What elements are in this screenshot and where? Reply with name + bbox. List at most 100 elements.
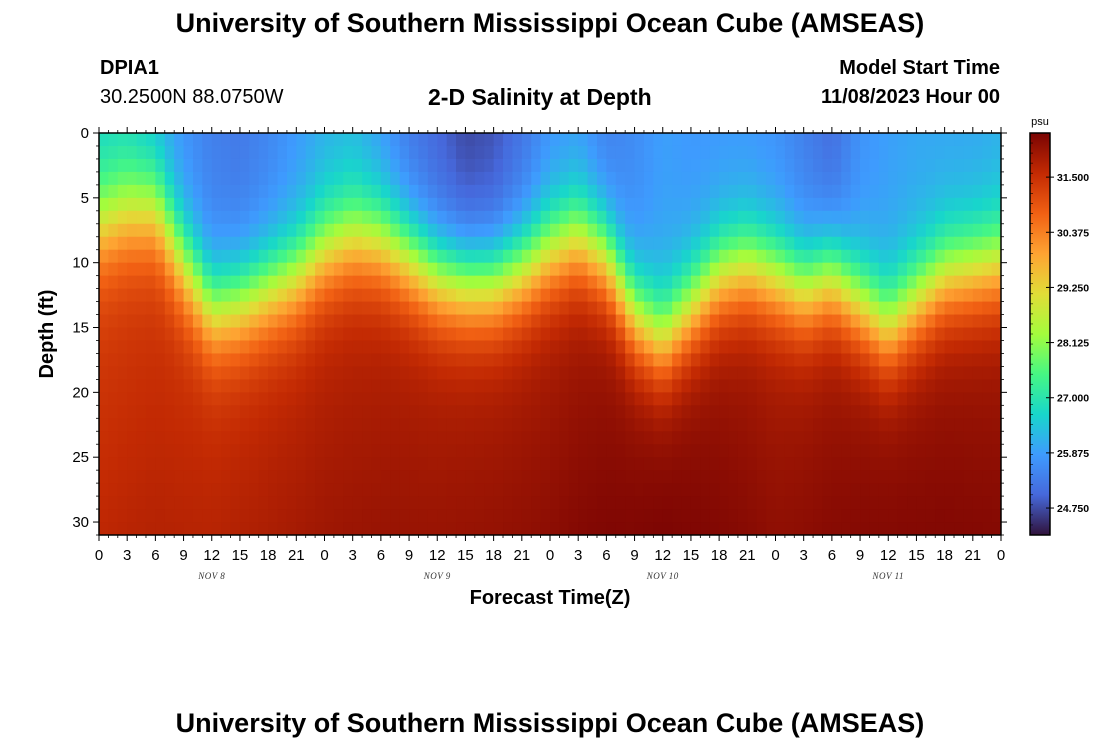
heatmap-cell <box>944 353 955 368</box>
heatmap-cell <box>305 158 316 173</box>
heatmap-cell <box>183 470 194 484</box>
heatmap-cell <box>531 288 542 303</box>
heatmap-cell <box>775 197 786 212</box>
heatmap-cell <box>850 392 861 406</box>
heatmap-cell <box>606 314 617 329</box>
heatmap-cell <box>850 301 861 316</box>
heatmap-cell <box>192 262 203 277</box>
heatmap-cell <box>878 496 889 510</box>
heatmap-cell <box>164 327 175 342</box>
heatmap-cell <box>681 405 692 419</box>
heatmap-cell <box>794 353 805 368</box>
heatmap-cell <box>230 301 241 316</box>
heatmap-cell <box>343 236 354 251</box>
heatmap-cell <box>747 327 758 342</box>
heatmap-cell <box>474 301 485 316</box>
heatmap-cell <box>174 301 185 316</box>
heatmap-cell <box>409 249 420 264</box>
heatmap-cell <box>888 431 899 445</box>
heatmap-cell <box>878 184 889 199</box>
heatmap-cell <box>587 236 598 251</box>
heatmap-cell <box>653 184 664 199</box>
heatmap-cell <box>315 522 326 535</box>
heatmap-cell <box>315 210 326 225</box>
heatmap-cell <box>531 496 542 510</box>
heatmap-cell <box>437 275 448 290</box>
heatmap-cell <box>813 366 824 380</box>
heatmap-cell <box>258 457 269 471</box>
heatmap-cell <box>615 184 626 199</box>
heatmap-cell <box>766 249 777 264</box>
heatmap-cell <box>531 236 542 251</box>
heatmap-cell <box>192 405 203 419</box>
heatmap-cell <box>944 405 955 419</box>
heatmap-cell <box>390 379 401 393</box>
heatmap-cell <box>456 405 467 419</box>
heatmap-cell <box>700 353 711 368</box>
heatmap-cell <box>258 392 269 406</box>
heatmap-cell <box>503 275 514 290</box>
heatmap-cell <box>427 418 438 432</box>
heatmap-cell <box>164 444 175 458</box>
heatmap-cell <box>982 288 993 303</box>
heatmap-cell <box>944 483 955 497</box>
heatmap-cell <box>202 314 213 329</box>
heatmap-cell <box>427 366 438 380</box>
heatmap-cell <box>925 275 936 290</box>
heatmap-cell <box>822 262 833 277</box>
heatmap-cell <box>211 496 222 510</box>
heatmap-cell <box>634 392 645 406</box>
heatmap-cell <box>822 470 833 484</box>
heatmap-cell <box>634 340 645 355</box>
heatmap-cell <box>155 405 166 419</box>
heatmap-cell <box>380 210 391 225</box>
heatmap-cell <box>286 405 297 419</box>
heatmap-cell <box>822 184 833 199</box>
heatmap-cell <box>324 457 335 471</box>
heatmap-cell <box>690 405 701 419</box>
heatmap-cell <box>982 262 993 277</box>
heatmap-cell <box>803 288 814 303</box>
heatmap-cell <box>747 171 758 186</box>
heatmap-cell <box>907 197 918 212</box>
heatmap-cell <box>117 197 128 212</box>
heatmap-cell <box>343 483 354 497</box>
heatmap-cell <box>512 340 523 355</box>
heatmap-cell <box>474 327 485 342</box>
heatmap-cell <box>352 133 363 147</box>
heatmap-cell <box>531 379 542 393</box>
heatmap-cell <box>418 184 429 199</box>
heatmap-cell <box>954 470 965 484</box>
heatmap-cell <box>521 249 532 264</box>
heatmap-cell <box>672 457 683 471</box>
heatmap-cell <box>935 275 946 290</box>
heatmap-cell <box>174 197 185 212</box>
heatmap-cell <box>380 470 391 484</box>
heatmap-cell <box>822 353 833 368</box>
heatmap-cell <box>512 184 523 199</box>
heatmap-cell <box>869 496 880 510</box>
heatmap-cell <box>99 314 109 329</box>
heatmap-cell <box>465 496 476 510</box>
heatmap-cell <box>465 236 476 251</box>
heatmap-cell <box>211 470 222 484</box>
heatmap-cell <box>878 288 889 303</box>
heatmap-cell <box>606 340 617 355</box>
heatmap-cell <box>690 340 701 355</box>
heatmap-cell <box>211 353 222 368</box>
heatmap-cell <box>841 444 852 458</box>
heatmap-cell <box>512 379 523 393</box>
heatmap-cell <box>982 158 993 173</box>
heatmap-cell <box>954 483 965 497</box>
heatmap-cell <box>878 509 889 523</box>
heatmap-cell <box>690 327 701 342</box>
heatmap-cell <box>737 379 748 393</box>
heatmap-cell <box>587 431 598 445</box>
heatmap-cell <box>578 210 589 225</box>
heatmap-cell <box>784 353 795 368</box>
heatmap-cell <box>277 509 288 523</box>
heatmap-cell <box>813 418 824 432</box>
heatmap-cell <box>596 301 607 316</box>
heatmap-cell <box>925 353 936 368</box>
heatmap-cell <box>643 314 654 329</box>
